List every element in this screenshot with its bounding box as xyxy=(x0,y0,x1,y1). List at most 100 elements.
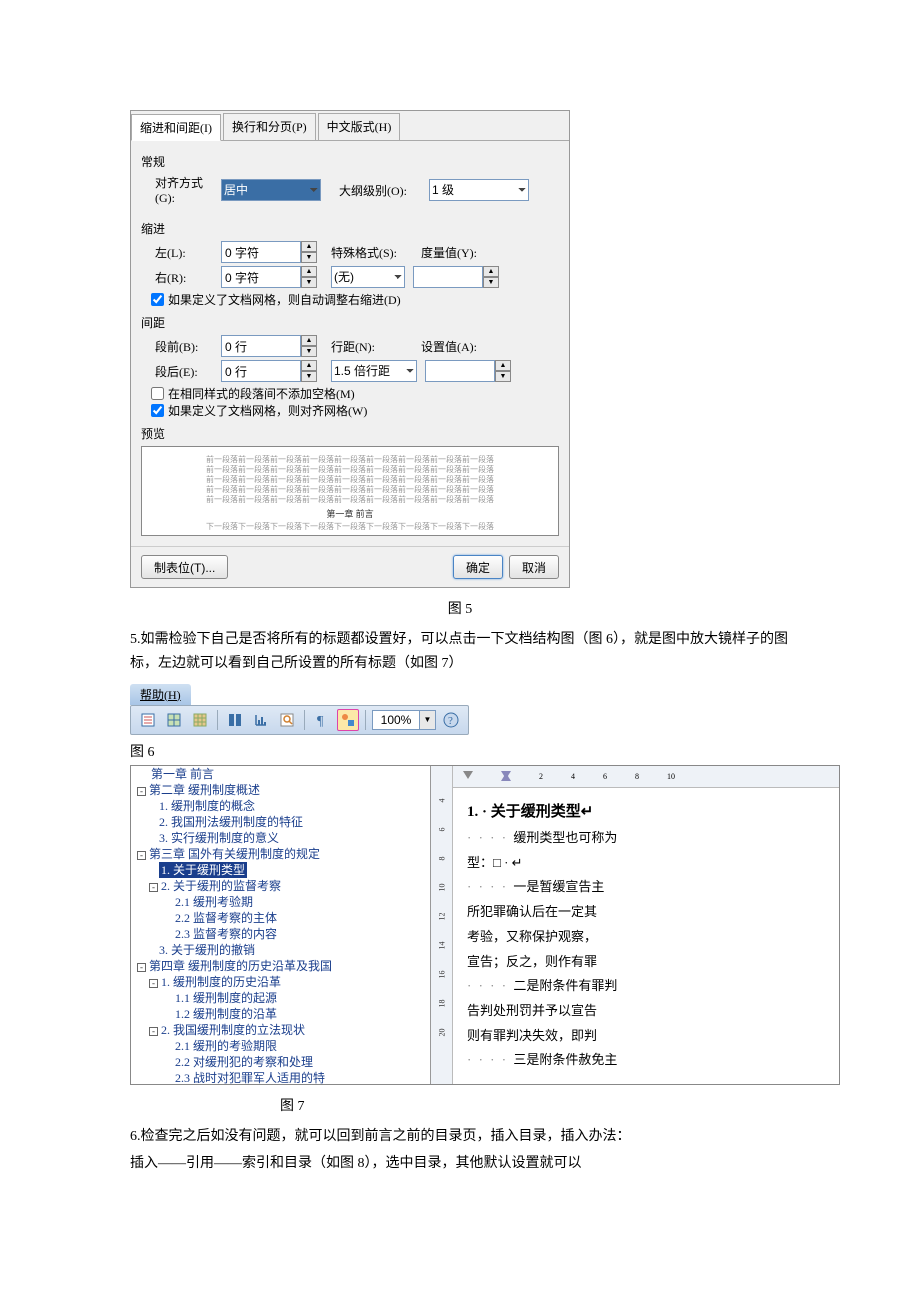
paragraph-5: 5.如需检验下自己是否将所有的标题都设置好，可以点击一下文档结构图（图 6），就… xyxy=(130,628,790,676)
by-value-label: 度量值(Y): xyxy=(421,244,491,261)
by-value-input[interactable] xyxy=(413,266,483,288)
outline-item-label: 第二章 缓刑制度概述 xyxy=(149,783,260,797)
outline-item-label: 2.3 战时对犯罪军人适用的特 xyxy=(175,1071,325,1084)
outline-item-label: 1.2 缓刑制度的沿革 xyxy=(175,1007,277,1021)
outline-item-label: 2. 我国刑法缓刑制度的特征 xyxy=(159,815,303,829)
outline-item[interactable]: 第一章 前言 xyxy=(131,766,430,782)
collapse-icon[interactable]: - xyxy=(137,851,146,860)
spin-up-button[interactable]: ▲ xyxy=(483,266,499,277)
space-after-input[interactable] xyxy=(221,360,301,382)
outline-item[interactable]: 1.2 缓刑制度的沿革 xyxy=(131,1006,430,1022)
zoom-dropdown[interactable]: ▼ xyxy=(420,710,436,730)
outline-item[interactable]: 2. 我国刑法缓刑制度的特征 xyxy=(131,814,430,830)
outline-item[interactable]: 1. 关于缓刑类型 xyxy=(131,862,430,878)
space-before-input[interactable] xyxy=(221,335,301,357)
spin-down-button[interactable]: ▼ xyxy=(301,252,317,263)
document-content: 1. · 关于缓刑类型↵ · · · · 缓刑类型也可称为 型：□ · ↵ · … xyxy=(453,788,839,1083)
spin-up-button[interactable]: ▲ xyxy=(301,266,317,277)
tab-asian-typography[interactable]: 中文版式(H) xyxy=(318,113,401,140)
svg-text:?: ? xyxy=(448,715,453,727)
outline-item-label: 2.1 缓刑考验期 xyxy=(175,895,253,909)
collapse-icon[interactable]: - xyxy=(149,883,158,892)
table-icon[interactable] xyxy=(189,709,211,731)
columns-icon[interactable] xyxy=(224,709,246,731)
spin-down-button[interactable]: ▼ xyxy=(301,277,317,288)
spin-down-button[interactable]: ▼ xyxy=(483,277,499,288)
special-format-select[interactable]: (无) xyxy=(331,266,405,288)
special-format-label: 特殊格式(S): xyxy=(331,244,421,261)
toolbar-icon[interactable] xyxy=(137,709,159,731)
outline-item[interactable]: 1.1 缓刑制度的起源 xyxy=(131,990,430,1006)
spin-down-button[interactable]: ▼ xyxy=(495,371,511,382)
collapse-icon[interactable]: - xyxy=(149,979,158,988)
collapse-icon[interactable]: - xyxy=(149,1027,158,1036)
tab-line-page-breaks[interactable]: 换行和分页(P) xyxy=(223,113,316,140)
spin-up-button[interactable]: ▲ xyxy=(301,360,317,371)
indent-left-input[interactable] xyxy=(221,241,301,263)
at-value-input[interactable] xyxy=(425,360,495,382)
outline-item[interactable]: -1. 缓刑制度的历史沿革 xyxy=(131,974,430,990)
tabs-button[interactable]: 制表位(T)... xyxy=(141,555,228,579)
zoom-input[interactable] xyxy=(372,710,420,730)
outline-level-select[interactable]: 1 级 xyxy=(429,179,529,201)
outline-item-label: 第四章 缓刑制度的历史沿革及我国 xyxy=(149,959,332,973)
outline-item-label: 2.2 监督考察的主体 xyxy=(175,911,277,925)
outline-pane: 第一章 前言-第二章 缓刑制度概述1. 缓刑制度的概念2. 我国刑法缓刑制度的特… xyxy=(131,766,431,1084)
paragraph-mark-icon[interactable]: ¶ xyxy=(311,709,333,731)
spin-down-button[interactable]: ▼ xyxy=(301,371,317,382)
outline-item-label: 2. 我国缓刑制度的立法现状 xyxy=(161,1023,305,1037)
outline-list[interactable]: 第一章 前言-第二章 缓刑制度概述1. 缓刑制度的概念2. 我国刑法缓刑制度的特… xyxy=(131,766,430,1084)
outline-item[interactable]: -第四章 缓刑制度的历史沿革及我国 xyxy=(131,958,430,974)
outline-item[interactable]: 2.1 缓刑的考验期限 xyxy=(131,1038,430,1054)
toolbar: ¶ ▼ ? xyxy=(130,705,469,735)
snap-to-grid-checkbox[interactable]: 如果定义了文档网格，则对齐网格(W) xyxy=(151,402,559,419)
outline-item-label: 3. 实行缓刑制度的意义 xyxy=(159,831,279,845)
outline-item[interactable]: 3. 实行缓刑制度的意义 xyxy=(131,830,430,846)
space-before-label: 段前(B): xyxy=(141,338,221,355)
outline-item[interactable]: 2.3 监督考察的内容 xyxy=(131,926,430,942)
outline-level-label: 大纲级别(O): xyxy=(339,182,429,199)
spin-down-button[interactable]: ▼ xyxy=(301,346,317,357)
collapse-icon[interactable]: - xyxy=(137,787,146,796)
outline-item[interactable]: 1. 缓刑制度的概念 xyxy=(131,798,430,814)
help-menu[interactable]: 帮助(H) xyxy=(130,684,191,705)
spin-up-button[interactable]: ▲ xyxy=(301,241,317,252)
collapse-icon[interactable]: - xyxy=(137,963,146,972)
outline-item[interactable]: 2.1 缓刑考验期 xyxy=(131,894,430,910)
outline-item-label: 1. 关于缓刑类型 xyxy=(159,862,247,878)
auto-adjust-indent-checkbox[interactable]: 如果定义了文档网格，则自动调整右缩进(D) xyxy=(151,291,559,308)
outline-item[interactable]: -2. 关于缓刑的监督考察 xyxy=(131,878,430,894)
general-section-title: 常规 xyxy=(141,153,559,170)
outline-item[interactable]: -第二章 缓刑制度概述 xyxy=(131,782,430,798)
tab-indent-spacing[interactable]: 缩进和间距(I) xyxy=(131,114,221,141)
spacing-section-title: 间距 xyxy=(141,314,559,331)
spin-up-button[interactable]: ▲ xyxy=(301,335,317,346)
outline-item[interactable]: 2.2 监督考察的主体 xyxy=(131,910,430,926)
outline-item[interactable]: 2.3 战时对犯罪军人适用的特 xyxy=(131,1070,430,1084)
outline-item[interactable]: 2.2 对缓刑犯的考察和处理 xyxy=(131,1054,430,1070)
indent-left-label: 左(L): xyxy=(141,244,221,261)
shapes-icon[interactable] xyxy=(337,709,359,731)
document-map-icon[interactable] xyxy=(276,709,298,731)
ok-button[interactable]: 确定 xyxy=(453,555,503,579)
indent-right-input[interactable] xyxy=(221,266,301,288)
separator xyxy=(217,710,218,730)
outline-item-label: 3. 关于缓刑的撤销 xyxy=(159,943,255,957)
tab-marker-icon xyxy=(501,771,511,781)
outline-item[interactable]: -第三章 国外有关缓刑制度的规定 xyxy=(131,846,430,862)
grid-icon[interactable] xyxy=(163,709,185,731)
outline-item[interactable]: 3. 关于缓刑的撤销 xyxy=(131,942,430,958)
outline-item-label: 第一章 前言 xyxy=(151,767,214,781)
help-icon[interactable]: ? xyxy=(440,709,462,731)
outline-item[interactable]: -2. 我国缓刑制度的立法现状 xyxy=(131,1022,430,1038)
no-space-same-style-checkbox[interactable]: 在相同样式的段落间不添加空格(M) xyxy=(151,385,559,402)
chart-icon[interactable] xyxy=(250,709,272,731)
spin-up-button[interactable]: ▲ xyxy=(495,360,511,371)
cancel-button[interactable]: 取消 xyxy=(509,555,559,579)
line-spacing-label: 行距(N): xyxy=(331,338,421,355)
figure7-caption: 图 7 xyxy=(130,1095,790,1115)
line-spacing-select[interactable]: 1.5 倍行距 xyxy=(331,360,417,382)
outline-item-label: 1.1 缓刑制度的起源 xyxy=(175,991,277,1005)
at-value-label: 设置值(A): xyxy=(421,338,491,355)
alignment-select[interactable]: 居中 xyxy=(221,179,321,201)
